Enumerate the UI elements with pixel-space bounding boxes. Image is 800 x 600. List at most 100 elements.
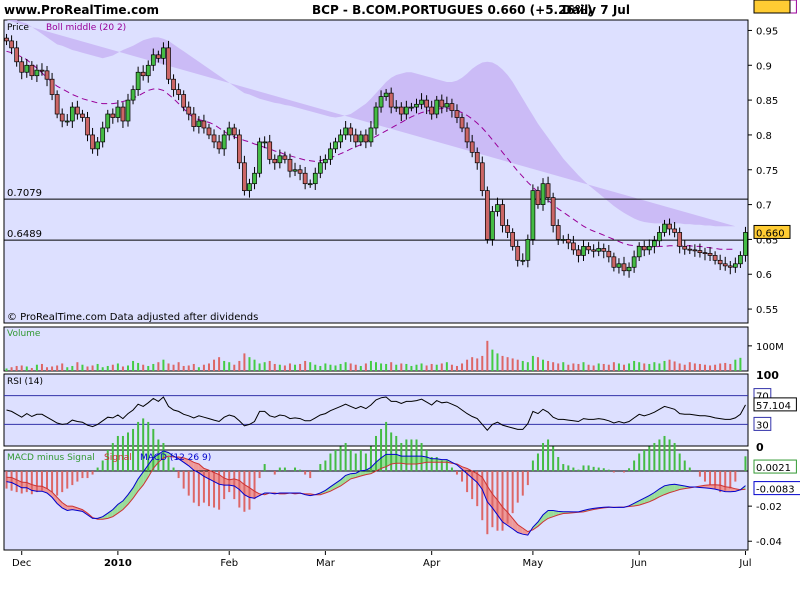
candle-body [641, 246, 647, 251]
price-tick-label: 0.95 [756, 26, 778, 37]
macd-fill [477, 473, 483, 490]
x-tick-label: Dec [12, 558, 31, 569]
candle-body [333, 141, 338, 150]
candle-body [368, 127, 374, 143]
x-tick-label: Jun [630, 558, 647, 569]
candle-body [292, 169, 298, 172]
candle-body [277, 155, 283, 164]
candle-body [738, 255, 743, 265]
candle-body [242, 162, 247, 192]
candle-body [191, 113, 197, 127]
candle-body [449, 103, 455, 111]
candle-body [702, 252, 708, 254]
candle-body [560, 239, 566, 241]
candle-body [105, 113, 111, 129]
x-tick-label: Apr [423, 558, 441, 569]
candle-body [616, 263, 622, 268]
x-tick-label: Jul [738, 558, 751, 569]
candle-body [565, 239, 571, 244]
macd-fill [345, 473, 351, 483]
candle-body [358, 134, 364, 143]
candle-body [211, 134, 217, 143]
candle-body [373, 106, 379, 129]
candle-body [667, 223, 672, 230]
candle-body [287, 158, 293, 172]
candle-body [429, 106, 435, 115]
x-tick-label: Feb [220, 558, 238, 569]
macd-fill [193, 462, 199, 473]
candle-body [4, 37, 9, 42]
candle-body [145, 64, 151, 77]
candle-body [75, 106, 80, 115]
macd-fill [254, 491, 260, 499]
candle-body [120, 106, 126, 122]
candle-body [540, 183, 546, 205]
rsi-level-label-box [753, 416, 772, 431]
candle-body [444, 103, 450, 108]
macd-fill [208, 470, 215, 482]
candle-body [176, 89, 181, 95]
macd-fill [522, 528, 528, 536]
candle-body [328, 148, 333, 160]
macd-fill [472, 471, 478, 483]
candle-body [196, 120, 202, 127]
macd-last-label: -0.0083 [756, 485, 795, 496]
candle-body [226, 127, 232, 136]
candle-body [166, 47, 171, 80]
rsi-last-label-box [753, 397, 797, 412]
x-tick-label: 2010 [104, 558, 132, 569]
macd-hist-last-label-box [753, 459, 797, 474]
site-name: www.ProRealTime.com [4, 3, 159, 17]
candle-body [125, 99, 131, 122]
candle-body [49, 78, 55, 95]
macd-fill [183, 457, 189, 466]
macd-fill [396, 454, 402, 464]
boll-label: Boll middle (20 2) [46, 23, 126, 33]
macd-fill [107, 509, 113, 519]
macd-fill [122, 494, 128, 510]
candle-body [201, 120, 207, 129]
macd-fill [411, 456, 417, 465]
macd-line [6, 450, 746, 536]
macd-fill [355, 470, 361, 478]
rsi-last-label: 57.104 [756, 401, 791, 412]
candle-body [24, 64, 30, 73]
candle-body [454, 110, 460, 118]
macd-fill [133, 478, 139, 499]
last-price-label-box [753, 224, 791, 239]
candle-body [257, 141, 262, 174]
price-tick-label: 0.8 [756, 131, 772, 142]
macd-label: MACD (12 26 9) [140, 453, 211, 463]
candle-body [576, 249, 581, 256]
macd-panel: MACD minus Signal Signal MACD (12 26 9) -0.… [3, 418, 800, 551]
candle-body [363, 134, 369, 143]
candle-body [682, 246, 688, 250]
candle-body [591, 249, 596, 252]
macd-fill [52, 492, 58, 504]
candle-body [69, 106, 75, 122]
candle-body [95, 141, 100, 150]
candle-body [59, 113, 65, 122]
candle-body [530, 190, 536, 240]
candle-body [732, 263, 738, 268]
macd-fill [482, 477, 488, 502]
candle-body [459, 117, 465, 129]
macd-fill [725, 486, 731, 492]
macd-fill [441, 459, 447, 463]
candle-body [39, 69, 45, 72]
candle-body [161, 47, 166, 59]
candle-body [54, 94, 60, 115]
macd-tick-label: -0.02 [756, 502, 782, 513]
candle-body [206, 127, 212, 136]
candle-body [419, 99, 424, 105]
candle-body [505, 225, 510, 233]
candle-body [479, 162, 485, 192]
candle-body [636, 246, 642, 258]
candle-body [545, 183, 551, 198]
candle-body [495, 204, 500, 212]
price-tick-label: 0.7 [756, 201, 772, 212]
candle-body [19, 61, 25, 73]
candle-body [44, 70, 50, 80]
price-tick-label: 0.6 [756, 270, 772, 281]
